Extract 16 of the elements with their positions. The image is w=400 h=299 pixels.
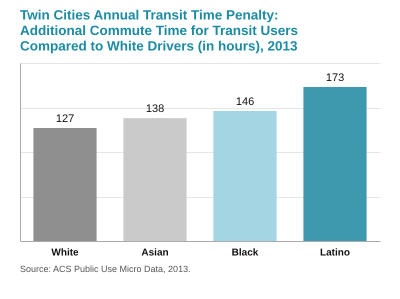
- text: Twin Cities Annual Transit Time Penalty:: [20, 8, 279, 22]
- x-tick-label: Asian: [141, 248, 169, 258]
- data-label: 138: [146, 103, 164, 116]
- bar: [123, 118, 187, 241]
- data-label: 146: [236, 96, 254, 108]
- x-tick-label: White: [51, 248, 80, 258]
- data-label: 127: [56, 112, 74, 125]
- source-note: Source: ACS Public Use Micro Data, 2013.: [20, 264, 191, 274]
- data-label: 173: [326, 72, 344, 84]
- bar: [303, 87, 367, 241]
- x-tick-label: Black: [232, 248, 259, 258]
- bar: [213, 111, 277, 241]
- x-tick-label: Latino: [320, 248, 350, 258]
- text: Additional Commute Time for Transit Users: [20, 23, 298, 38]
- text: Compared to White Drivers (in hours), 2013: [20, 38, 298, 54]
- bar: [33, 128, 97, 241]
